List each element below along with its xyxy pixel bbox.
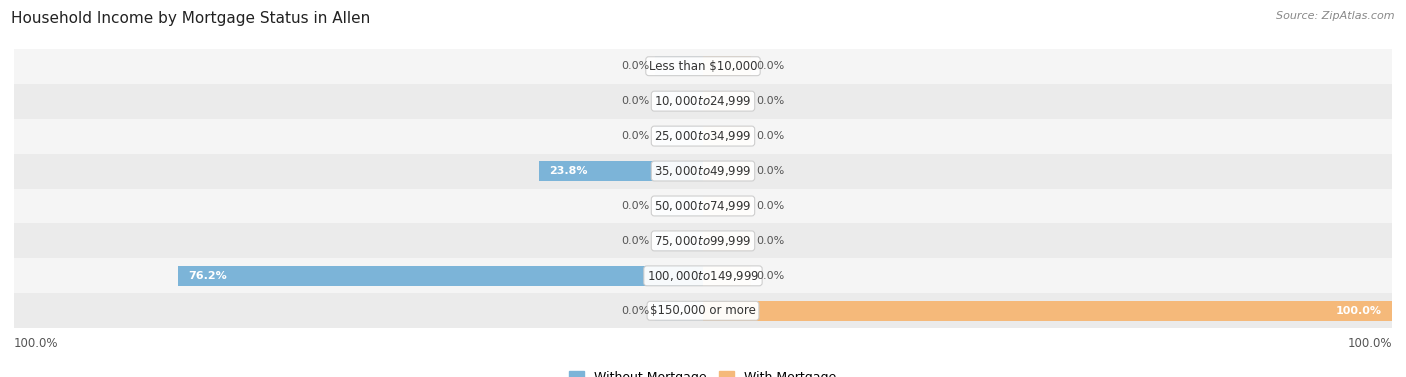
Text: 76.2%: 76.2% bbox=[188, 271, 228, 281]
Text: $75,000 to $99,999: $75,000 to $99,999 bbox=[654, 234, 752, 248]
Text: $150,000 or more: $150,000 or more bbox=[650, 304, 756, 317]
Bar bbox=[703, 56, 751, 76]
Bar bbox=[655, 196, 703, 216]
Bar bbox=[655, 126, 703, 146]
Text: 0.0%: 0.0% bbox=[756, 96, 785, 106]
Text: $25,000 to $34,999: $25,000 to $34,999 bbox=[654, 129, 752, 143]
Text: Source: ZipAtlas.com: Source: ZipAtlas.com bbox=[1277, 11, 1395, 21]
Bar bbox=[14, 49, 1392, 84]
Text: $10,000 to $24,999: $10,000 to $24,999 bbox=[654, 94, 752, 108]
Bar bbox=[14, 84, 1392, 119]
Text: Less than $10,000: Less than $10,000 bbox=[648, 60, 758, 73]
Bar bbox=[703, 196, 751, 216]
Text: 100.0%: 100.0% bbox=[1347, 337, 1392, 350]
Text: 0.0%: 0.0% bbox=[621, 201, 650, 211]
Bar bbox=[703, 91, 751, 111]
Text: 100.0%: 100.0% bbox=[1336, 306, 1382, 316]
Bar bbox=[14, 153, 1392, 188]
Bar bbox=[655, 91, 703, 111]
Text: Household Income by Mortgage Status in Allen: Household Income by Mortgage Status in A… bbox=[11, 11, 371, 26]
Text: 0.0%: 0.0% bbox=[756, 131, 785, 141]
Text: 0.0%: 0.0% bbox=[621, 236, 650, 246]
Bar bbox=[655, 56, 703, 76]
Text: 0.0%: 0.0% bbox=[621, 96, 650, 106]
Text: 0.0%: 0.0% bbox=[621, 306, 650, 316]
Bar bbox=[655, 231, 703, 251]
Bar bbox=[538, 161, 703, 181]
Text: 0.0%: 0.0% bbox=[756, 201, 785, 211]
Legend: Without Mortgage, With Mortgage: Without Mortgage, With Mortgage bbox=[564, 366, 842, 377]
Text: 0.0%: 0.0% bbox=[756, 271, 785, 281]
Bar bbox=[703, 126, 751, 146]
Text: 0.0%: 0.0% bbox=[621, 61, 650, 71]
Bar bbox=[703, 301, 1392, 321]
Bar bbox=[14, 224, 1392, 258]
Text: 23.8%: 23.8% bbox=[550, 166, 588, 176]
Text: $35,000 to $49,999: $35,000 to $49,999 bbox=[654, 164, 752, 178]
Text: 0.0%: 0.0% bbox=[756, 61, 785, 71]
Bar bbox=[703, 266, 751, 286]
Text: $100,000 to $149,999: $100,000 to $149,999 bbox=[647, 269, 759, 283]
Bar bbox=[14, 258, 1392, 293]
Text: 0.0%: 0.0% bbox=[621, 131, 650, 141]
Bar bbox=[703, 301, 1392, 321]
Text: 0.0%: 0.0% bbox=[756, 236, 785, 246]
Bar bbox=[179, 266, 703, 286]
Bar bbox=[538, 161, 703, 181]
Text: 0.0%: 0.0% bbox=[756, 166, 785, 176]
Bar bbox=[14, 188, 1392, 224]
Bar bbox=[703, 161, 751, 181]
Bar bbox=[14, 119, 1392, 153]
Text: $50,000 to $74,999: $50,000 to $74,999 bbox=[654, 199, 752, 213]
Bar bbox=[703, 231, 751, 251]
Bar bbox=[14, 293, 1392, 328]
Bar bbox=[655, 301, 703, 321]
Text: 100.0%: 100.0% bbox=[14, 337, 59, 350]
Bar bbox=[179, 266, 703, 286]
